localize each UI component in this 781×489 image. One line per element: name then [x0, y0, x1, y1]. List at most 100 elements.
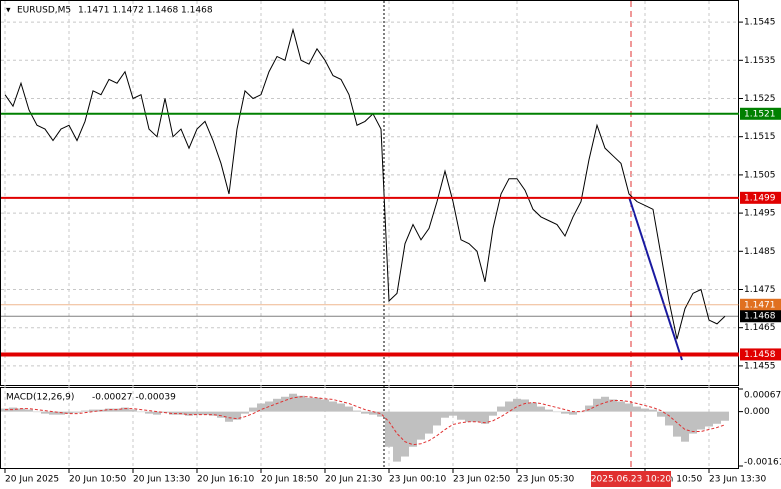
- x-tick-label: 23 Jun 02:50: [453, 475, 510, 485]
- histogram-bar: [113, 408, 121, 412]
- y-tick-label: 1.1455: [744, 361, 776, 371]
- histogram-bar: [673, 411, 681, 437]
- histogram-bar: [505, 401, 513, 412]
- histogram-bar: [313, 397, 321, 412]
- level-label: 1.1521: [744, 109, 776, 119]
- histogram-bar: [89, 409, 97, 412]
- histogram-bar: [353, 410, 361, 412]
- histogram-bar: [41, 411, 49, 414]
- histogram-bar: [249, 407, 257, 412]
- level-tag: [740, 191, 781, 204]
- y-tick-label: 0.000: [744, 407, 770, 417]
- histogram-bar: [705, 411, 713, 427]
- histogram-bar: [33, 411, 41, 413]
- histogram-bar: [689, 411, 697, 434]
- histogram-bar: [329, 401, 337, 412]
- histogram-bar: [601, 396, 609, 412]
- y-tick-label: 1.1545: [744, 18, 776, 28]
- level-label: 1.1458: [744, 350, 776, 360]
- y-tick-label: 1.1535: [744, 56, 776, 66]
- histogram-bar: [361, 411, 369, 414]
- histogram-bar: [537, 406, 545, 412]
- symbol-title: EURUSD,M5: [17, 6, 71, 16]
- histogram-bar: [377, 411, 385, 417]
- histogram-bar: [521, 399, 529, 412]
- histogram-bar: [553, 411, 561, 413]
- histogram-bar: [257, 403, 265, 412]
- y-tick-label: 1.1475: [744, 285, 776, 295]
- histogram-bar: [137, 411, 145, 413]
- x-tick-label: 20 Jun 21:30: [325, 475, 382, 485]
- histogram-bar: [345, 406, 353, 412]
- annotation-box: [591, 471, 671, 487]
- histogram-bar: [145, 411, 153, 414]
- histogram-bar: [289, 393, 297, 412]
- histogram-bar: [425, 411, 433, 434]
- histogram-bar: [417, 411, 425, 440]
- histogram-bar: [633, 406, 641, 412]
- histogram-bar: [441, 411, 449, 418]
- histogram-bar: [577, 411, 585, 413]
- histogram-bar: [609, 399, 617, 412]
- x-tick-label: 20 Jun 13:30: [133, 475, 190, 485]
- histogram-bar: [681, 411, 689, 442]
- x-tick-label: 23 Jun 10:50: [645, 475, 702, 485]
- histogram-bar: [153, 411, 161, 415]
- histogram-bar: [625, 403, 633, 412]
- histogram-bar: [585, 405, 593, 412]
- histogram-bar: [473, 411, 481, 422]
- histogram-bar: [401, 411, 409, 457]
- histogram-bar: [529, 402, 537, 412]
- signal-line: [5, 396, 726, 446]
- histogram-bar: [185, 411, 193, 416]
- histogram-bar: [657, 411, 665, 417]
- y-tick-label: -0.00161: [744, 458, 781, 468]
- y-tick-label: 1.1505: [744, 170, 776, 180]
- level-tag: [740, 310, 781, 323]
- histogram-bar: [49, 411, 57, 415]
- histogram-bar: [449, 411, 457, 416]
- histogram-bar: [281, 396, 289, 412]
- histogram-bar: [337, 403, 345, 412]
- y-tick-label: 1.1495: [744, 209, 776, 219]
- histogram-bar: [665, 411, 673, 426]
- histogram-bar: [1, 408, 9, 412]
- histogram-bar: [233, 411, 241, 420]
- histogram-bar: [569, 411, 577, 415]
- y-tick-label: 1.1525: [744, 94, 776, 104]
- histogram-bar: [561, 411, 569, 414]
- histogram-bar: [73, 411, 81, 413]
- x-tick-label: 23 Jun 13:30: [709, 475, 766, 485]
- y-tick-label: 0.00067: [744, 391, 781, 401]
- histogram-bar: [297, 395, 305, 412]
- histogram-bar: [649, 409, 657, 412]
- x-tick-label: 23 Jun 05:30: [517, 475, 574, 485]
- y-tick-label: 1.1515: [744, 132, 776, 142]
- histogram-bar: [697, 411, 705, 430]
- level-label: 1.1468: [744, 312, 776, 322]
- menu-icon: ▾: [6, 6, 11, 16]
- price-line: [4, 27, 726, 340]
- main-panel: [0, 0, 739, 386]
- histogram-bar: [641, 408, 649, 412]
- histogram-bar: [481, 411, 489, 424]
- annotation-label: 2025.06.23 10:20: [591, 475, 672, 485]
- level-label: 1.1471: [744, 300, 776, 310]
- y-tick-label: 1.1465: [744, 323, 776, 333]
- histogram-bar: [217, 411, 225, 418]
- histogram-bar: [105, 408, 113, 412]
- histogram-bar: [129, 409, 137, 412]
- histogram-bar: [209, 411, 217, 416]
- histogram-bar: [193, 411, 201, 415]
- histogram-bar: [409, 411, 417, 447]
- x-tick-label: 20 Jun 18:50: [261, 475, 318, 485]
- histogram-bar: [545, 409, 553, 412]
- x-tick-label: 20 Jun 2025: [5, 475, 59, 485]
- histogram-bar: [273, 398, 281, 412]
- ohlc: 1.1471 1.1472 1.1468 1.1468: [78, 6, 213, 16]
- macd-values: -0.00027 -0.00039: [92, 393, 176, 403]
- level-tag: [740, 107, 781, 120]
- y-tick-label: 1.1485: [744, 247, 776, 257]
